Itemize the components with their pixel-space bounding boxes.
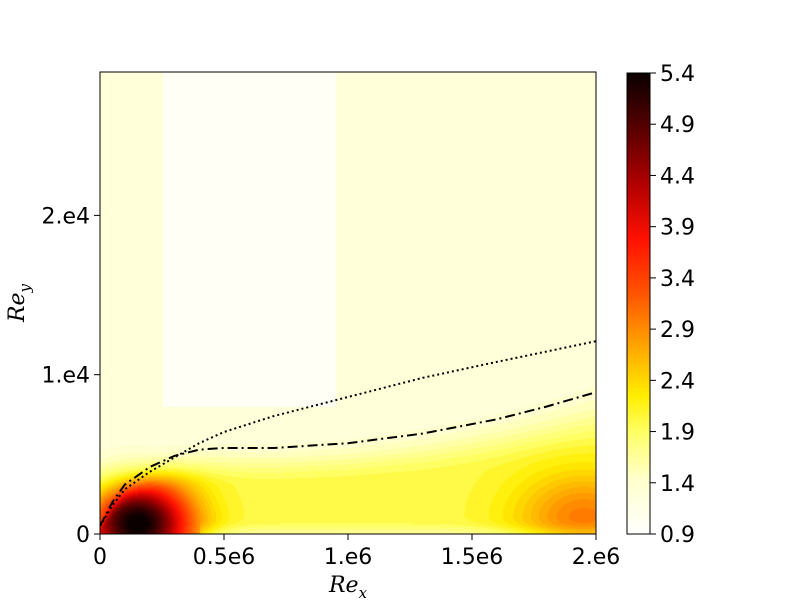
colorbar-tick-label: 1.9 bbox=[660, 421, 695, 446]
colorbar-tick-label: 1.4 bbox=[660, 472, 695, 497]
y-tick-label: 0 bbox=[76, 523, 90, 548]
colorbar-tick-label: 2.9 bbox=[660, 318, 695, 343]
colorbar bbox=[626, 72, 651, 535]
colorbar-tick-label: 2.4 bbox=[660, 369, 695, 394]
colorbar-tick-label: 4.4 bbox=[660, 164, 695, 189]
x-tick-label: 2.e6 bbox=[572, 545, 621, 570]
x-tick-label: 1.e6 bbox=[324, 545, 373, 570]
colorbar-tick-label: 3.4 bbox=[660, 267, 695, 292]
colorbar-tick-label: 4.9 bbox=[660, 113, 695, 138]
x-tick-label: 0 bbox=[93, 545, 107, 570]
y-tick-label: 2.e4 bbox=[41, 204, 90, 229]
y-axis-label: Rey bbox=[5, 283, 34, 323]
colorbar-tick-label: 3.9 bbox=[660, 216, 695, 241]
x-axis: 0 0.5e6 1.e6 1.5e6 2.e6 bbox=[93, 534, 620, 570]
series-line-dotted bbox=[100, 340, 596, 527]
y-tick-label: 1.e4 bbox=[41, 364, 90, 389]
y-axis: 0 1.e4 2.e4 bbox=[41, 204, 100, 548]
series-line-dashdot bbox=[100, 391, 596, 527]
colorbar-ticks: 5.4 4.9 4.4 3.9 3.4 2.9 2.4 1.9 1.4 0.9 bbox=[650, 62, 695, 548]
x-tick-label: 0.5e6 bbox=[193, 545, 256, 570]
x-axis-label: Rex bbox=[328, 573, 368, 600]
colorbar-tick-label: 0.9 bbox=[660, 523, 695, 548]
heatmap-field bbox=[100, 72, 596, 534]
x-tick-label: 1.5e6 bbox=[441, 545, 504, 570]
series-layer bbox=[100, 340, 596, 527]
colorbar-tick-label: 5.4 bbox=[660, 62, 695, 87]
